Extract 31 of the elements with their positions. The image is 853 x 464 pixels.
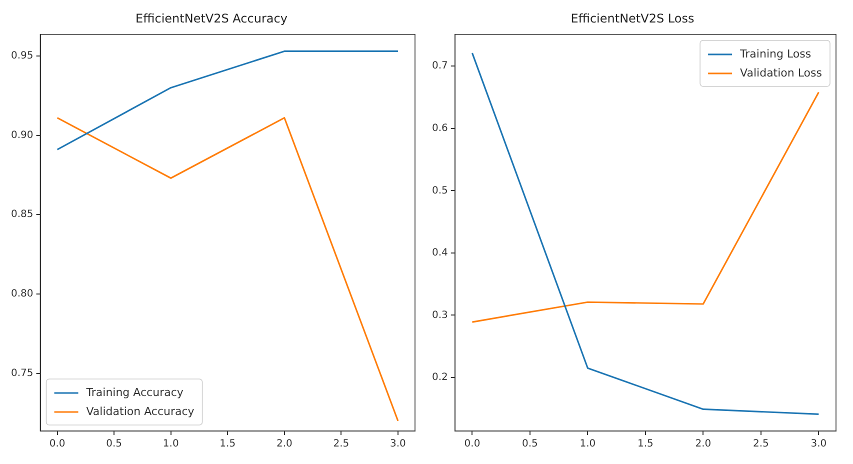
chart-title: EfficientNetV2S Accuracy xyxy=(136,11,288,26)
x-tick-label: 1.5 xyxy=(638,438,654,450)
y-tick-label: 0.85 xyxy=(11,209,34,220)
x-tick-label: 0.0 xyxy=(464,438,480,450)
x-tick-label: 2.0 xyxy=(695,438,712,450)
legend-label: Training Loss xyxy=(739,47,812,60)
y-tick-label: 0.4 xyxy=(432,248,448,259)
x-tick-label: 1.0 xyxy=(580,438,596,450)
x-tick-label: 2.5 xyxy=(752,438,769,450)
y-tick-label: 0.7 xyxy=(432,60,448,72)
y-tick-label: 0.5 xyxy=(432,185,448,196)
legend-label: Training Accuracy xyxy=(85,386,184,399)
y-tick-label: 0.75 xyxy=(11,368,34,379)
x-tick-label: 2.0 xyxy=(276,438,292,450)
y-tick-label: 0.90 xyxy=(11,130,34,141)
y-tick-label: 0.6 xyxy=(432,123,448,134)
legend-label: Validation Loss xyxy=(740,66,822,80)
y-tick-label: 0.95 xyxy=(11,50,34,62)
y-tick-label: 0.2 xyxy=(432,372,448,384)
x-tick-label: 0.5 xyxy=(522,438,538,450)
x-tick-label: 0.0 xyxy=(49,438,66,450)
x-tick-label: 0.5 xyxy=(106,438,122,450)
y-tick-label: 0.80 xyxy=(11,288,34,300)
x-tick-label: 3.0 xyxy=(390,438,406,450)
x-tick-label: 2.5 xyxy=(333,438,350,450)
legend-label: Validation Accuracy xyxy=(86,404,195,418)
x-tick-label: 1.0 xyxy=(162,438,179,450)
chart-title: EfficientNetV2S Loss xyxy=(570,11,694,26)
x-tick-label: 3.0 xyxy=(810,438,827,450)
y-tick-label: 0.3 xyxy=(432,310,448,321)
x-tick-label: 1.5 xyxy=(220,438,236,450)
